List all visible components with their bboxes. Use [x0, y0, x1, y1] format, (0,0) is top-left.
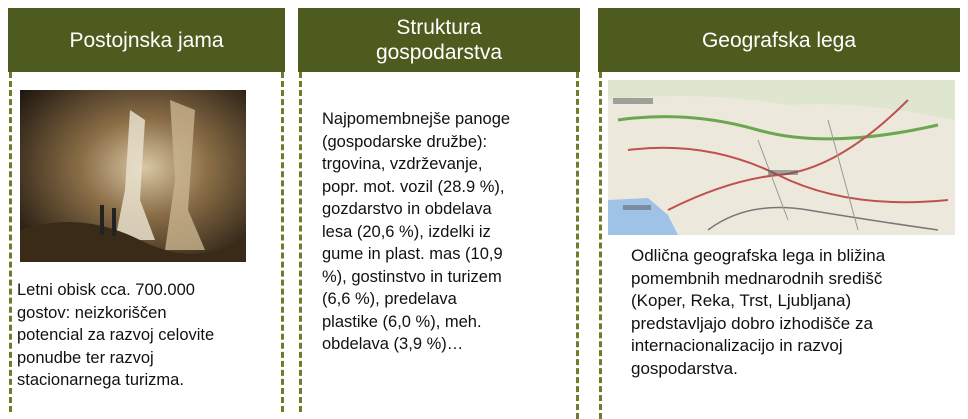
cave-photo — [20, 90, 246, 262]
panel-header: Geografska lega — [598, 8, 960, 72]
text-line: gume in plast. mas (10,9 — [322, 245, 503, 263]
panel-header: Postojnska jama — [8, 8, 285, 72]
text-line: Letni obisk cca. 700.000 — [17, 281, 195, 299]
text-line: gostov: neizkoriščen — [17, 303, 167, 322]
dashed-border — [9, 72, 12, 412]
text-line: (Koper, Reka, Trst, Ljubljana) — [631, 291, 852, 310]
text-line: (6,6 %), predelava — [322, 290, 457, 308]
text-line: stacionarnega turizma. — [17, 371, 184, 389]
text-line: Odlična geografska lega in bližina — [631, 246, 886, 265]
panel-text: Odlična geografska lega in bližina pomem… — [631, 245, 885, 380]
text-line: internacionalizacijo in razvoj — [631, 336, 843, 355]
text-line: potencial za razvoj celovite — [17, 326, 215, 344]
text-line: predstavljajo dobro izhodišče za — [631, 313, 873, 333]
panel-title: Postojnska jama — [69, 28, 224, 52]
text-line: lesa (20,6 %), izdelki iz — [322, 222, 491, 241]
text-line: ponudbe ter razvoj — [17, 348, 154, 367]
text-line: %), gostinstvo in turizem — [322, 267, 502, 286]
panel-text: Letni obisk cca. 700.000 gostov: neizkor… — [17, 279, 214, 392]
map-image — [608, 80, 955, 235]
text-line: obdelava (3,9 %)… — [322, 335, 464, 353]
dashed-border — [576, 72, 579, 419]
text-line: popr. mot. vozil (28.9 %), — [322, 177, 505, 196]
dashed-border — [299, 72, 302, 412]
text-line: pomembnih mednarodnih središč — [631, 268, 883, 288]
dashed-border — [281, 72, 284, 412]
panel-title: Geografska lega — [701, 28, 857, 52]
text-line: (gospodarske družbe): — [322, 132, 488, 151]
panel-title: gospodarstva — [375, 41, 503, 64]
text-line: gospodarstva. — [631, 358, 738, 378]
text-line: gozdarstvo in obdelava — [322, 200, 492, 218]
text-line: trgovina, vzdrževanje, — [322, 155, 483, 173]
panel-text: Najpomembnejše panoge (gospodarske družb… — [322, 108, 510, 356]
panel-header: Struktura gospodarstva — [298, 8, 580, 72]
text-line: plastike (6,0 %), meh. — [322, 312, 482, 331]
dashed-border — [599, 72, 602, 419]
panel-title: Struktura — [396, 16, 482, 39]
text-line: Najpomembnejše panoge — [322, 110, 511, 128]
